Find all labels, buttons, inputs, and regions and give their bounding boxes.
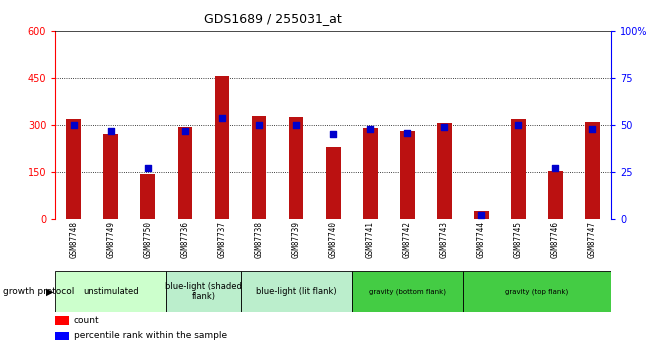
Text: GSM87741: GSM87741: [366, 221, 374, 258]
Text: GSM87738: GSM87738: [255, 221, 263, 258]
Text: GDS1689 / 255031_at: GDS1689 / 255031_at: [204, 12, 342, 25]
Text: GSM87750: GSM87750: [144, 221, 152, 258]
Text: growth protocol: growth protocol: [3, 287, 75, 296]
Bar: [252, 116, 266, 219]
Bar: [214, 77, 229, 219]
Text: blue-light (shaded
flank): blue-light (shaded flank): [165, 282, 242, 301]
Bar: [177, 127, 192, 219]
Text: gravity (top flank): gravity (top flank): [505, 288, 569, 295]
Bar: [474, 211, 489, 219]
Point: [587, 126, 597, 131]
Point: [439, 124, 450, 130]
Point: [291, 122, 301, 128]
Text: GSM87745: GSM87745: [514, 221, 523, 258]
Point: [328, 132, 338, 137]
Bar: [437, 124, 452, 219]
Bar: [55, 271, 166, 312]
Point: [514, 122, 524, 128]
Bar: [326, 147, 341, 219]
Text: GSM87747: GSM87747: [588, 221, 597, 258]
Bar: [103, 135, 118, 219]
Text: GSM87748: GSM87748: [70, 221, 78, 258]
Text: GSM87749: GSM87749: [107, 221, 115, 258]
Point: [254, 122, 264, 128]
Bar: [511, 119, 526, 219]
Text: GSM87743: GSM87743: [440, 221, 448, 258]
Text: GSM87746: GSM87746: [551, 221, 560, 258]
Text: count: count: [73, 316, 99, 325]
Bar: [55, 316, 69, 325]
Text: percentile rank within the sample: percentile rank within the sample: [73, 332, 227, 341]
Point: [69, 122, 79, 128]
Bar: [240, 271, 352, 312]
Text: ▶: ▶: [46, 287, 53, 296]
Point: [143, 166, 153, 171]
Text: GSM87742: GSM87742: [403, 221, 411, 258]
Bar: [140, 174, 155, 219]
Point: [216, 115, 228, 120]
Text: GSM87744: GSM87744: [477, 221, 486, 258]
Bar: [548, 170, 563, 219]
Bar: [289, 117, 304, 219]
Text: blue-light (lit flank): blue-light (lit flank): [255, 287, 337, 296]
Text: GSM87739: GSM87739: [292, 221, 300, 258]
Point: [179, 128, 190, 134]
Text: gravity (bottom flank): gravity (bottom flank): [369, 288, 446, 295]
Text: GSM87736: GSM87736: [181, 221, 189, 258]
Text: GSM87740: GSM87740: [329, 221, 337, 258]
Bar: [66, 119, 81, 219]
Point: [550, 166, 560, 171]
Point: [402, 130, 413, 135]
Point: [105, 128, 116, 134]
Bar: [363, 128, 378, 219]
Bar: [585, 122, 600, 219]
Text: unstimulated: unstimulated: [83, 287, 138, 296]
Point: [365, 126, 375, 131]
Bar: [400, 131, 415, 219]
Bar: [55, 332, 69, 340]
Bar: [166, 271, 240, 312]
Point: [476, 213, 486, 218]
Bar: [352, 271, 463, 312]
Text: GSM87737: GSM87737: [218, 221, 226, 258]
Bar: [463, 271, 611, 312]
